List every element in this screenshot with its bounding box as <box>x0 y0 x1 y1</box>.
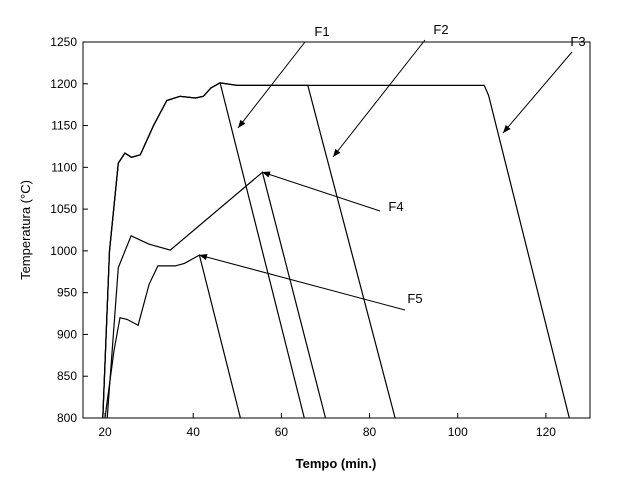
annotation-arrow <box>261 171 381 212</box>
y-tick-label: 1250 <box>50 35 77 49</box>
y-tick-label: 950 <box>57 286 77 300</box>
y-tick-label: 850 <box>57 369 77 383</box>
x-tick-label: 20 <box>98 425 112 439</box>
x-tick-label: 40 <box>187 425 201 439</box>
y-tick-label: 800 <box>57 411 77 425</box>
plot-frame <box>82 41 591 419</box>
y-tick-label: 1200 <box>50 77 77 91</box>
series-label: F5 <box>407 291 422 306</box>
line-series <box>104 254 241 419</box>
y-tick-label: 900 <box>57 327 77 341</box>
x-tick-label: 60 <box>275 425 289 439</box>
series-label: F4 <box>388 199 403 214</box>
annotation-arrow <box>332 39 426 158</box>
y-tick-label: 1050 <box>50 202 77 216</box>
x-tick-label: 120 <box>536 425 556 439</box>
annotation-arrow <box>502 51 573 134</box>
x-tick-label: 100 <box>448 425 468 439</box>
line-series <box>106 171 327 419</box>
annotation-arrow <box>198 253 406 311</box>
x-tick-label: 80 <box>363 425 377 439</box>
y-axis-title: Temperatura (°C) <box>18 180 33 280</box>
y-tick-label: 1000 <box>50 244 77 258</box>
series-label: F1 <box>314 24 329 39</box>
x-axis-title: Tempo (min.) <box>296 456 377 471</box>
y-tick-label: 1100 <box>51 160 77 174</box>
y-tick-label: 1150 <box>51 119 77 133</box>
series-label: F3 <box>570 34 585 49</box>
line-series <box>102 82 570 419</box>
line-series <box>102 81 305 419</box>
series-label: F2 <box>433 22 448 37</box>
